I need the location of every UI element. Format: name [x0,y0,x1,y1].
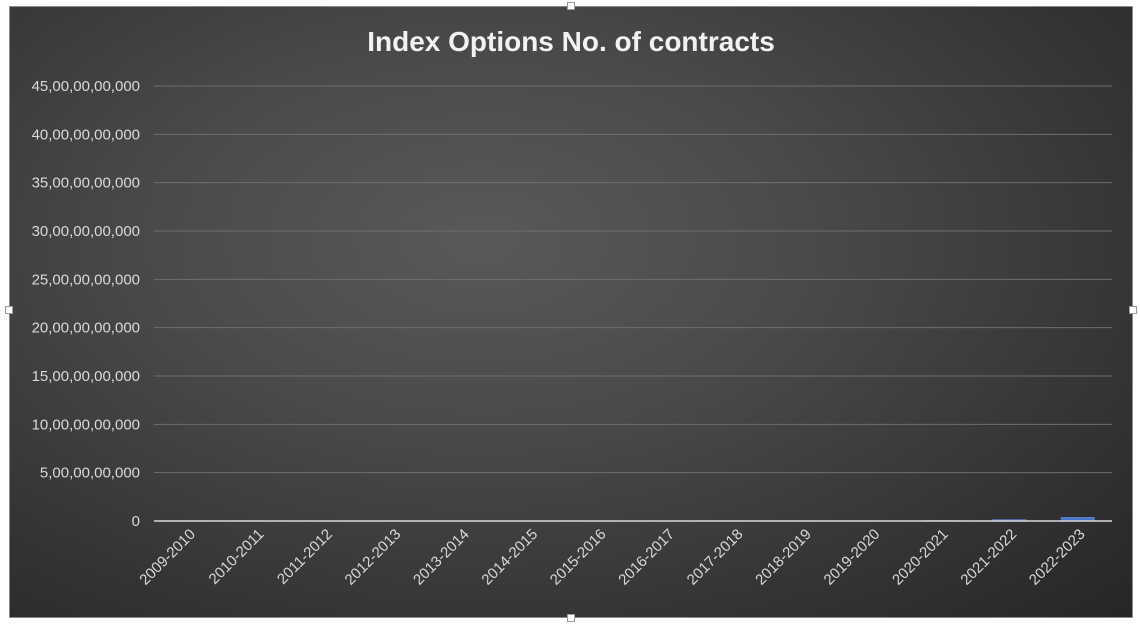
x-tick-label: 2018-2019 [752,526,815,589]
y-tick-label: 45,00,00,00,000 [32,78,140,95]
resize-handle-right[interactable] [1129,306,1137,314]
x-tick-label: 2020-2021 [889,526,952,589]
y-tick-label: 0 [132,513,140,530]
y-tick-label: 10,00,00,00,000 [32,416,140,433]
resize-handle-bottom[interactable] [567,614,575,622]
y-tick-label: 20,00,00,00,000 [32,320,140,337]
y-tick-label: 25,00,00,00,000 [32,271,140,288]
x-tick-label: 2017-2018 [684,526,747,589]
y-axis-tick-labels: 0 5,00,00,00,000 10,00,00,00,000 15,00,00,0… [32,78,140,530]
y-tick-label: 15,00,00,00,000 [32,368,140,385]
x-tick-label: 2021-2022 [957,526,1020,589]
x-tick-label: 2022-2023 [1026,526,1089,589]
bar-2021-2022[interactable] [992,519,1027,521]
bar-chart: Index Options No. of contracts 0 5,00,00,… [32,26,1112,589]
x-tick-label: 2010-2011 [206,526,268,588]
y-tick-label: 30,00,00,00,000 [32,223,140,240]
x-tick-label: 2016-2017 [615,526,678,589]
chart-area[interactable]: Index Options No. of contracts 0 5,00,00,… [9,6,1133,618]
x-tick-label: 2011-2012 [274,526,336,588]
gridlines [154,85,1112,474]
x-tick-label: 2014-2015 [478,526,541,589]
bar-2022-2023[interactable] [1060,517,1095,521]
x-tick-label: 2012-2013 [342,526,405,589]
resize-handle-top[interactable] [567,2,575,10]
chart-title: Index Options No. of contracts [367,26,775,57]
x-axis-tick-labels: 2009-2010 2010-2011 2011-2012 2012-2013 2013… [136,526,1088,589]
x-tick-label: 2013-2014 [410,526,473,589]
resize-handle-left[interactable] [5,306,13,314]
x-tick-label: 2009-2010 [136,526,199,589]
x-tick-label: 2015-2016 [547,526,610,589]
x-tick-label: 2019-2020 [821,526,884,589]
y-tick-label: 5,00,00,00,000 [40,465,140,482]
y-tick-label: 40,00,00,00,000 [32,126,140,143]
y-tick-label: 35,00,00,00,000 [32,175,140,192]
